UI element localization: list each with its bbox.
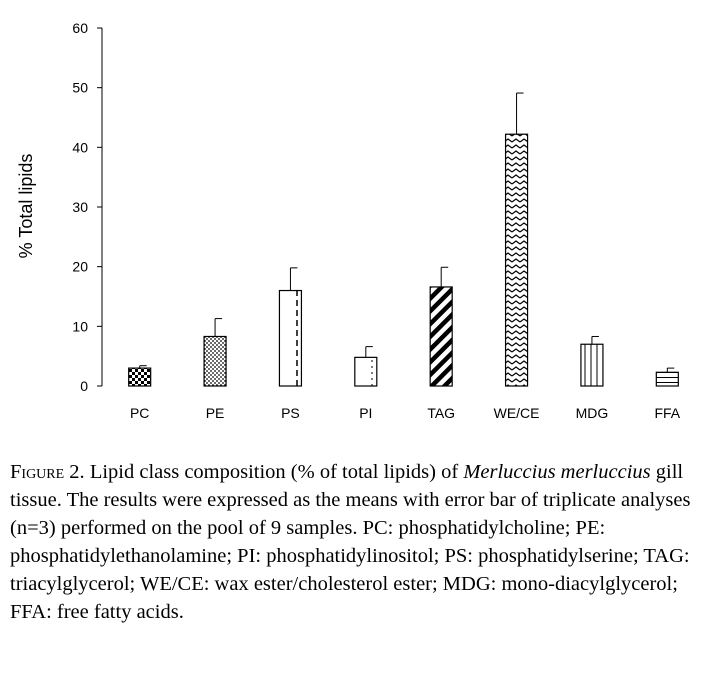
bars <box>128 92 679 387</box>
caption-text-1: Lipid class composition (% of total lipi… <box>84 461 464 483</box>
bar-tag <box>429 286 453 387</box>
y-tick-label: 30 <box>72 199 88 215</box>
caption-species: Merluccius merluccius <box>463 461 651 483</box>
bar-pi <box>354 356 378 387</box>
y-tick-label: 60 <box>72 20 88 36</box>
y-tick-label: 20 <box>72 259 88 275</box>
x-category-label: WE/CE <box>494 405 540 421</box>
bar-pe <box>203 335 227 387</box>
bar-ps <box>278 289 303 387</box>
bar-pc <box>128 367 152 387</box>
x-category-label: PC <box>130 405 149 421</box>
y-axis-title: % Total lipids <box>16 154 36 259</box>
bar-we-ce <box>504 133 529 387</box>
y-tick-label: 40 <box>72 139 88 155</box>
y-axis: 0 10 20 30 40 50 60 <box>72 20 103 394</box>
x-category-label: MDG <box>576 405 609 421</box>
x-category-label: FFA <box>654 405 680 421</box>
x-category-label: TAG <box>427 405 455 421</box>
y-tick-label: 50 <box>72 80 88 96</box>
y-tick-label: 0 <box>80 378 88 394</box>
bar-ffa <box>655 371 679 387</box>
x-category-label: PS <box>281 405 300 421</box>
caption-label: Figure 2. <box>10 461 85 483</box>
y-tick-label: 10 <box>72 318 88 334</box>
x-category-label: PI <box>359 405 372 421</box>
x-category-label: PE <box>206 405 225 421</box>
x-axis-labels: PC PE PS PI TAG WE/CE MDG FFA <box>130 405 681 421</box>
bar-mdg <box>580 343 604 387</box>
figure-caption: Figure 2. Lipid class composition (% of … <box>10 458 707 626</box>
bar-chart: 0 10 20 30 40 50 60 PC PE PS PI TAG WE/CE MDG FFA % T… <box>16 20 681 421</box>
caption-text-2: gill tissue. The results were expressed … <box>10 461 691 623</box>
